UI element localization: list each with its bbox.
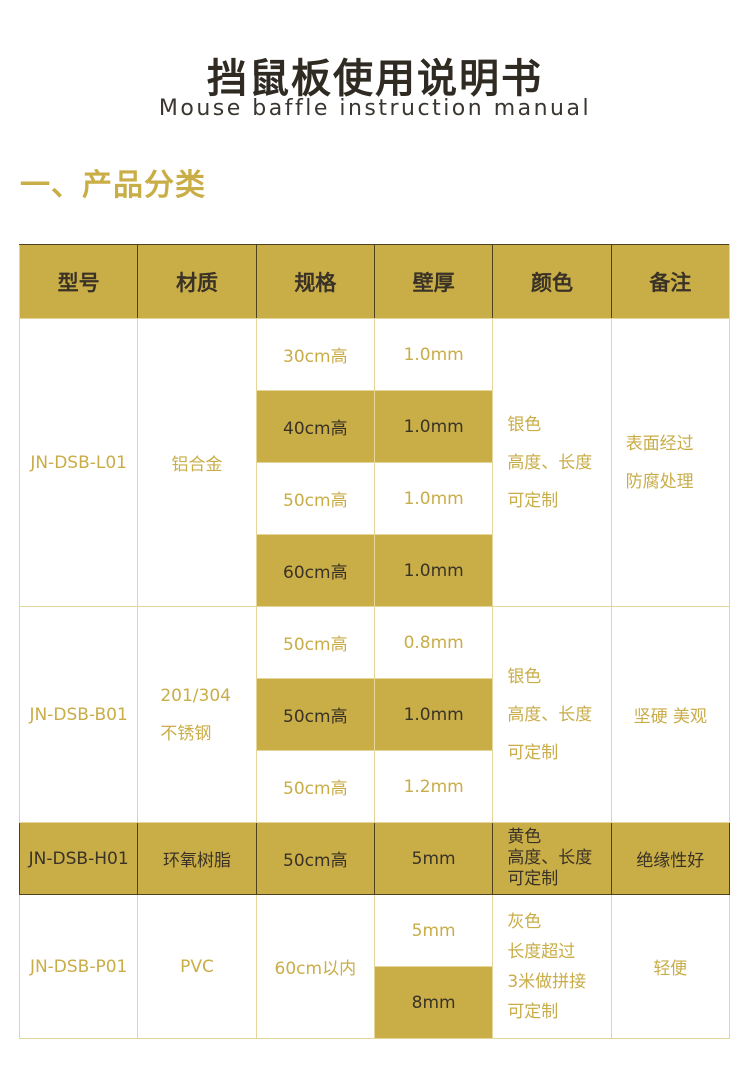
product-table: 型号 材质 规格 壁厚 颜色 备注 JN-DSB-L01 铝合金 30cm高 1… bbox=[18, 244, 731, 1039]
color-cell: 黄色 高度、长度 可定制 bbox=[492, 822, 612, 895]
thickness-cell: 1.2mm bbox=[373, 750, 494, 823]
note-cell: 坚硬 美观 bbox=[610, 606, 731, 823]
spec-cell: 50cm高 bbox=[255, 822, 375, 895]
table-row: 60cm高 1.0mm bbox=[20, 534, 730, 607]
table-row: JN-DSB-H01 环氧树脂 50cm高 5mm 黄色 高度、长度 可定制 绝缘性… bbox=[18, 822, 731, 895]
note-cell: 轻便 bbox=[610, 894, 731, 1039]
note-line: 表面经过 bbox=[625, 433, 694, 454]
model-cell: JN-DSB-H01 bbox=[18, 822, 139, 895]
spec-cell: 60cm高 bbox=[255, 534, 375, 607]
spec-cell: 50cm高 bbox=[255, 606, 375, 679]
material-line: 201/304 bbox=[160, 685, 231, 706]
thickness-cell: 5mm bbox=[373, 822, 494, 895]
thickness-cell: 1.0mm bbox=[373, 534, 494, 607]
header-material: 材质 bbox=[137, 244, 257, 319]
model-cell: JN-DSB-L01 bbox=[18, 318, 139, 607]
color-line: 长度超过 bbox=[507, 941, 576, 962]
spec-cell: 50cm高 bbox=[255, 678, 375, 751]
header-color: 颜色 bbox=[492, 244, 612, 319]
note-cell: 绝缘性好 bbox=[610, 822, 731, 895]
page-subtitle: Mouse baffle instruction manual bbox=[158, 96, 592, 121]
page-title: 挡鼠板使用说明书 bbox=[207, 56, 543, 102]
table-row: 40cm高 1.0mm bbox=[20, 390, 730, 463]
color-line: 高度、长度 bbox=[507, 848, 593, 868]
thickness-cell: 8mm bbox=[373, 966, 494, 1039]
color-cell: 银色高度、长度可定制 bbox=[492, 606, 612, 823]
table-row: 8mm bbox=[20, 966, 730, 1039]
material-line: 不锈钢 bbox=[160, 723, 212, 744]
color-line: 银色 bbox=[507, 666, 542, 687]
thickness-cell: 0.8mm bbox=[373, 606, 494, 679]
color-line: 黄色 bbox=[507, 827, 542, 847]
note-line: 防腐处理 bbox=[625, 471, 694, 492]
table-row: JN-DSB-P01 PVC 60cm以内 5mm 灰色长度超过 3米做拼接可定制… bbox=[18, 894, 731, 1039]
color-line: 可定制 bbox=[507, 742, 559, 763]
table-row: 50cm高 1.0mm bbox=[20, 462, 730, 535]
spec-cell: 50cm高 bbox=[255, 750, 375, 823]
color-line: 可定制 bbox=[507, 490, 559, 511]
material-cell: PVC bbox=[137, 894, 257, 1039]
model-cell: JN-DSB-P01 bbox=[18, 894, 139, 1039]
thickness-cell: 1.0mm bbox=[373, 678, 494, 751]
spec-cell: 50cm高 bbox=[255, 462, 375, 535]
header-model: 型号 bbox=[18, 244, 139, 319]
color-line: 高度、长度 bbox=[507, 452, 593, 473]
material-cell: 201/304 不锈钢 bbox=[137, 606, 257, 823]
table-row: 50cm高 1.2mm bbox=[20, 750, 730, 823]
note-cell: 表面经过 防腐处理 bbox=[610, 318, 731, 607]
thickness-cell: 5mm bbox=[373, 894, 494, 967]
header-spec: 规格 bbox=[255, 244, 375, 319]
material-cell: 铝合金 bbox=[137, 318, 257, 607]
thickness-cell: 1.0mm bbox=[373, 462, 494, 535]
color-line: 可定制 bbox=[507, 1001, 559, 1022]
table-row: JN-DSB-B01 201/304 不锈钢 50cm高 0.8mm 银色高度、长… bbox=[18, 606, 731, 823]
color-cell: 银色高度、长度可定制 bbox=[492, 318, 612, 607]
header-note: 备注 bbox=[610, 244, 731, 319]
color-line: 高度、长度 bbox=[507, 704, 593, 725]
color-line: 银色 bbox=[507, 414, 542, 435]
spec-cell: 30cm高 bbox=[255, 318, 375, 391]
color-line: 3米做拼接 bbox=[507, 971, 587, 992]
color-cell: 灰色长度超过 3米做拼接可定制 bbox=[492, 894, 612, 1039]
spec-cell: 40cm高 bbox=[255, 390, 375, 463]
thickness-cell: 1.0mm bbox=[373, 318, 494, 391]
table-row: JN-DSB-L01 铝合金 30cm高 1.0mm 银色高度、长度可定制 表面… bbox=[18, 318, 731, 607]
material-cell: 环氧树脂 bbox=[137, 822, 257, 895]
color-line: 可定制 bbox=[507, 869, 559, 889]
spec-cell: 60cm以内 bbox=[255, 894, 375, 1039]
table-row: 50cm高 1.0mm bbox=[20, 678, 730, 751]
model-cell: JN-DSB-B01 bbox=[18, 606, 139, 823]
table-header: 型号 材质 规格 壁厚 颜色 备注 bbox=[18, 244, 731, 319]
header-thickness: 壁厚 bbox=[373, 244, 494, 319]
section-heading: 一、产品分类 bbox=[20, 168, 206, 203]
color-line: 灰色 bbox=[507, 911, 542, 932]
thickness-cell: 1.0mm bbox=[373, 390, 494, 463]
